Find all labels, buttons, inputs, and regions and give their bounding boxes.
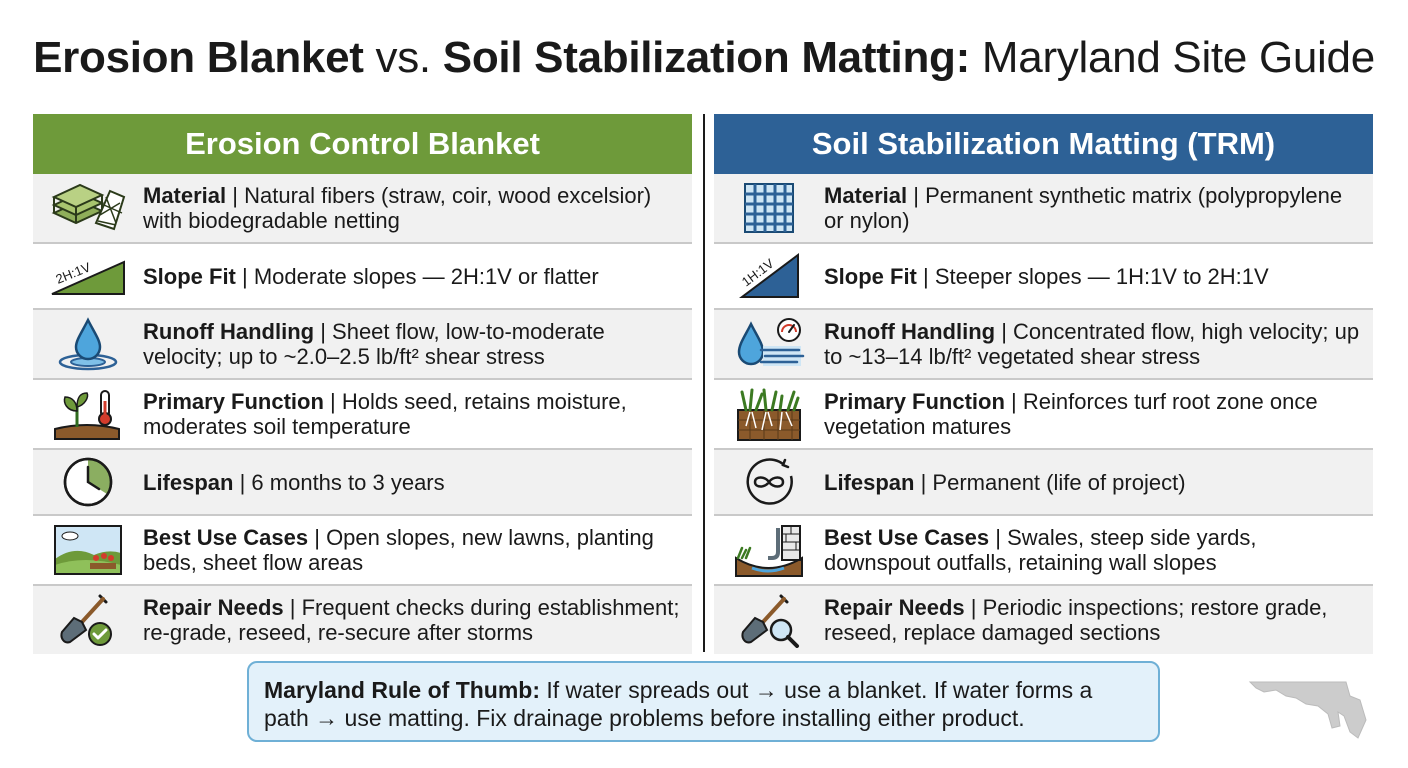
rule-of-thumb-callout: Maryland Rule of Thumb: If water spreads… <box>247 661 1160 742</box>
matting-column: Soil Stabilization Matting (TRM) Materia… <box>714 114 1373 654</box>
matting-row-lifespan: Lifespan | Permanent (life of project) <box>714 450 1373 516</box>
blanket-repair-text: Repair Needs | Frequent checks during es… <box>143 595 680 645</box>
downspout-swale-icon <box>714 522 824 578</box>
matting-material-text: Material | Permanent synthetic matrix (p… <box>824 183 1343 233</box>
blanket-runoff-text: Runoff Handling | Sheet flow, low-to-mod… <box>143 319 605 369</box>
matting-runoff-text: Runoff Handling | Concentrated flow, hig… <box>824 319 1360 369</box>
blanket-header: Erosion Control Blanket <box>33 114 692 174</box>
blanket-lifespan-text: Lifespan | 6 months to 3 years <box>143 469 445 495</box>
page-title: Erosion Blanket vs. Soil Stabilization M… <box>0 30 1408 86</box>
matting-repair-text: Repair Needs | Periodic inspections; res… <box>824 595 1328 645</box>
blanket-row-function: Primary Function | Holds seed, retains m… <box>33 380 692 450</box>
sprout-thermometer-icon <box>33 387 143 441</box>
blanket-row-runoff: Runoff Handling | Sheet flow, low-to-mod… <box>33 310 692 380</box>
landscape-icon <box>33 525 143 575</box>
matting-row-material: Material | Permanent synthetic matrix (p… <box>714 174 1373 244</box>
blanket-row-slope: 2H:1V Slope Fit | Moderate slopes — 2H:1… <box>33 244 692 310</box>
title-vs: vs. <box>363 33 443 82</box>
blanket-row-repair: Repair Needs | Frequent checks during es… <box>33 586 692 654</box>
blanket-column: Erosion Control Blanket Material | Natur… <box>33 114 692 654</box>
matting-function-text: Primary Function | Reinforces turf root … <box>824 389 1318 439</box>
blanket-row-uses: Best Use Cases | Open slopes, new lawns,… <box>33 516 692 586</box>
matting-lifespan-text: Lifespan | Permanent (life of project) <box>824 469 1186 495</box>
blanket-function-text: Primary Function | Holds seed, retains m… <box>143 389 627 439</box>
title-matting: Soil Stabilization Matting: <box>442 33 971 82</box>
matting-header: Soil Stabilization Matting (TRM) <box>714 114 1373 174</box>
blanket-row-material: Material | Natural fibers (straw, coir, … <box>33 174 692 244</box>
blanket-uses-text: Best Use Cases | Open slopes, new lawns,… <box>143 525 654 575</box>
turf-roots-icon <box>714 386 824 442</box>
matting-row-repair: Repair Needs | Periodic inspections; res… <box>714 586 1373 654</box>
moderate-slope-icon: 2H:1V <box>33 254 143 298</box>
matting-row-uses: Best Use Cases | Swales, steep side yard… <box>714 516 1373 586</box>
title-blanket: Erosion Blanket <box>33 33 364 82</box>
matting-row-slope: 1H:1V Slope Fit | Steeper slopes — 1H:1V… <box>714 244 1373 310</box>
water-drop-icon <box>33 316 143 372</box>
maryland-map-icon <box>1248 676 1370 749</box>
water-velocity-gauge-icon <box>714 316 824 372</box>
clock-icon <box>33 456 143 508</box>
steep-slope-icon: 1H:1V <box>714 251 824 301</box>
blanket-material-text: Material | Natural fibers (straw, coir, … <box>143 183 652 233</box>
rule-of-thumb-text: If water spreads out → use a blanket. If… <box>264 677 1093 731</box>
matting-uses-text: Best Use Cases | Swales, steep side yard… <box>824 525 1257 575</box>
shovel-check-icon <box>33 592 143 648</box>
rule-of-thumb-label: Maryland Rule of Thumb: <box>264 677 540 703</box>
infinity-icon <box>714 456 824 508</box>
blanket-layers-icon <box>33 183 143 233</box>
matting-row-runoff: Runoff Handling | Concentrated flow, hig… <box>714 310 1373 380</box>
column-divider <box>703 114 705 652</box>
matting-slope-text: Slope Fit | Steeper slopes — 1H:1V to 2H… <box>824 263 1269 289</box>
mesh-grid-icon <box>714 182 824 234</box>
blanket-slope-text: Slope Fit | Moderate slopes — 2H:1V or f… <box>143 263 599 289</box>
shovel-magnifier-icon <box>714 592 824 648</box>
blanket-row-lifespan: Lifespan | 6 months to 3 years <box>33 450 692 516</box>
title-subtitle: Maryland Site Guide <box>970 33 1375 82</box>
matting-row-function: Primary Function | Reinforces turf root … <box>714 380 1373 450</box>
